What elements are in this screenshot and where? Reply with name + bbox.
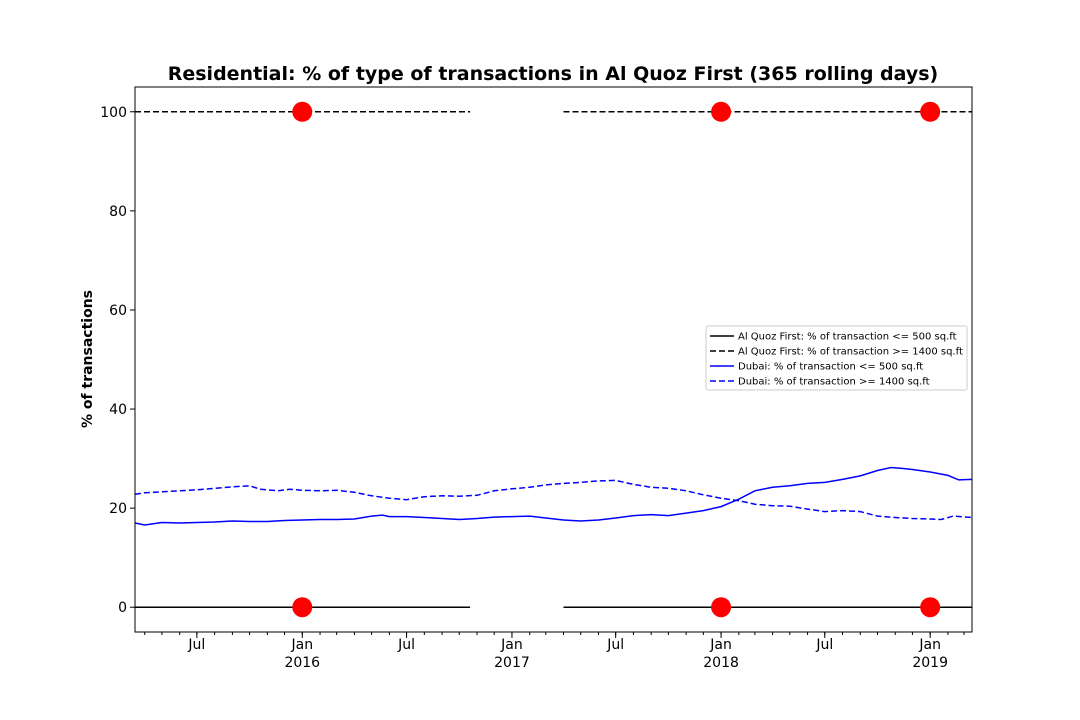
x-tick-year-label-1: 2016 <box>284 655 320 671</box>
x-tick-label-4: Jul <box>606 637 624 653</box>
marker-point-0 <box>292 101 313 122</box>
legend-label-0: Al Quoz First: % of transaction <= 500 s… <box>738 332 957 343</box>
x-tick-label-3: Jan <box>500 637 523 653</box>
x-tick-label-5: Jan <box>709 637 732 653</box>
legend-label-1: Al Quoz First: % of transaction >= 1400 … <box>738 347 963 358</box>
marker-point-3 <box>292 597 313 618</box>
marker-point-1 <box>711 101 732 122</box>
y-tick-label-0: 0 <box>118 600 127 616</box>
y-tick-label-3: 60 <box>109 303 127 319</box>
chart-title: Residential: % of type of transactions i… <box>168 63 939 85</box>
x-tick-label-6: Jul <box>815 637 833 653</box>
x-tick-label-7: Jan <box>918 637 941 653</box>
x-tick-year-label-7: 2019 <box>912 655 948 671</box>
y-tick-label-5: 100 <box>100 105 127 121</box>
series-line-3-segment-0 <box>134 479 973 521</box>
y-tick-label-1: 20 <box>109 501 127 517</box>
x-tick-label-1: Jan <box>290 637 313 653</box>
axes: 0 20 40 60 80 100 Jul Jan 2016 Jul Jan 2017 Jul Jan 20… <box>100 86 973 671</box>
x-tick-year-label-3: 2017 <box>494 655 530 671</box>
x-tick-year-label-5: 2018 <box>703 655 739 671</box>
marker-point-4 <box>711 597 732 618</box>
x-tick-label-0: Jul <box>187 637 205 653</box>
legend: Al Quoz First: % of transaction <= 500 s… <box>705 325 968 391</box>
legend-label-2: Dubai: % of transaction <= 500 sq.ft <box>738 362 923 373</box>
marker-point-5 <box>920 597 941 618</box>
plot-frame <box>134 86 973 633</box>
x-tick-label-2: Jul <box>397 637 415 653</box>
series-line-2-segment-0 <box>134 466 973 526</box>
y-tick-label-4: 80 <box>109 204 127 220</box>
y-axis-label: % of transactions <box>80 290 96 428</box>
legend-label-3: Dubai: % of transaction >= 1400 sq.ft <box>738 377 930 388</box>
marker-point-2 <box>920 101 941 122</box>
y-tick-label-2: 40 <box>109 402 127 418</box>
plot-area <box>134 101 973 618</box>
legend-box <box>705 325 968 391</box>
